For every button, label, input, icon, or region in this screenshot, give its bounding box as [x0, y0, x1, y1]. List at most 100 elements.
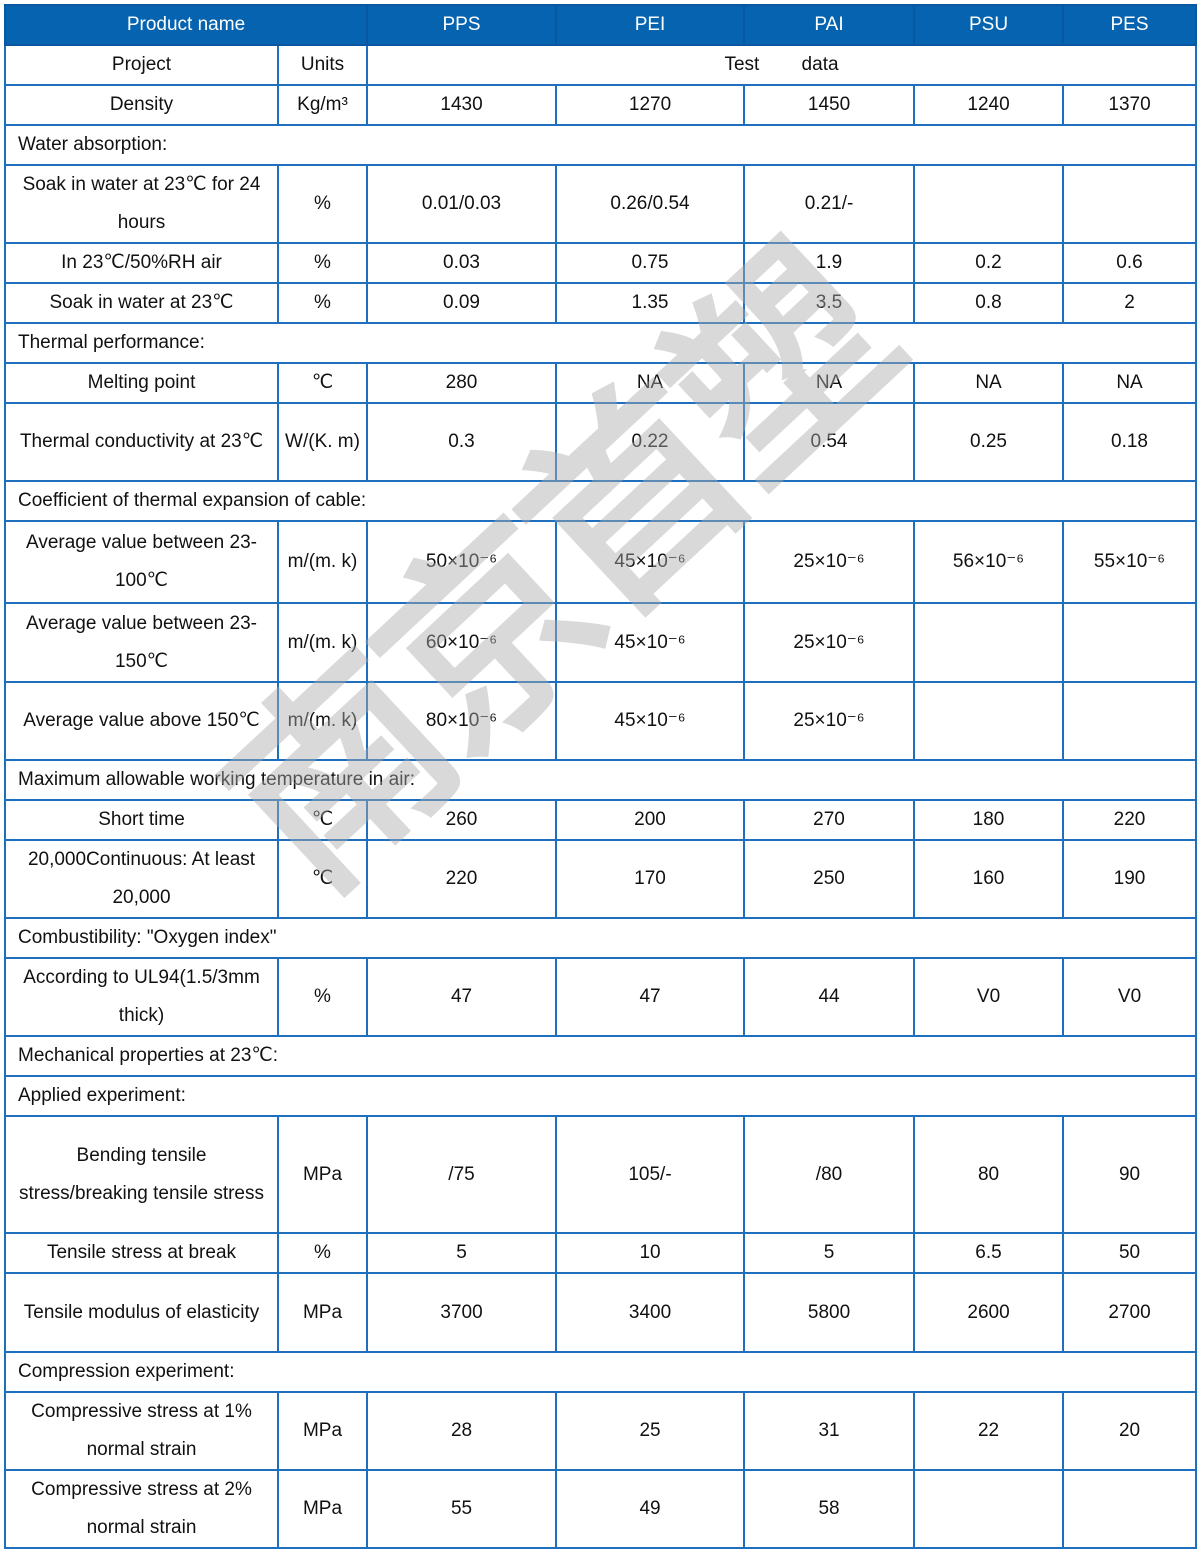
unit-cell: MPa: [276, 1115, 369, 1234]
value-cell-pes: 190: [1062, 839, 1198, 919]
value-cell-pai: 5800: [743, 1272, 916, 1353]
value-cell-pei: 49: [555, 1469, 746, 1549]
value-cell-pps: 50×10⁻⁶: [366, 520, 558, 604]
value-cell-pes: [1062, 681, 1198, 761]
property-label: In 23℃/50%RH air: [4, 242, 279, 284]
table-row: Tensile modulus of elasticity MPa 3700 3400…: [4, 1272, 1198, 1353]
value-cell-pei: NA: [555, 362, 746, 404]
property-label: Thermal conductivity at 23℃: [4, 402, 279, 482]
section-title: Thermal performance:: [3, 322, 1198, 364]
property-label: Compressive stress at 1% normal strain: [4, 1391, 279, 1471]
value-cell-pes: [1062, 602, 1198, 683]
table-row: Soak in water at 23℃ for 24 hours% 0.01/0…: [4, 164, 1198, 244]
section-title: Applied experiment:: [3, 1075, 1198, 1117]
value-cell-pai: 25×10⁻⁶: [743, 602, 916, 683]
unit-cell: %: [276, 1232, 369, 1274]
value-cell-pps: 47: [366, 957, 558, 1037]
value-cell-pes: 0.18: [1062, 402, 1198, 482]
value-cell-pei: 1.35: [555, 282, 746, 324]
value-cell-pei: 10: [555, 1232, 746, 1274]
value-cell-pps: 220: [366, 839, 558, 919]
value-cell-pai: 25×10⁻⁶: [743, 520, 916, 604]
value-cell-pps: 80×10⁻⁶: [366, 681, 558, 761]
value-cell-pps: 55: [366, 1469, 558, 1549]
value-cell-psu: 22: [913, 1391, 1065, 1471]
value-cell-pes: [1062, 164, 1198, 244]
section-row: Mechanical properties at 23℃:: [3, 1035, 1198, 1077]
value-cell-pes: 50: [1062, 1232, 1198, 1274]
value-cell-pps: 0.09: [366, 282, 558, 324]
value-cell-pei: 47: [555, 957, 746, 1037]
value-cell-psu: [913, 164, 1065, 244]
product-name-header: Product name: [3, 4, 369, 46]
section-title: Compression experiment:: [3, 1351, 1198, 1393]
value-cell-pps: 1430: [366, 84, 558, 126]
value-cell-psu: NA: [913, 362, 1065, 404]
value-cell-pei: 0.75: [555, 242, 746, 284]
property-label: Average value between 23-100℃: [4, 520, 279, 604]
value-cell-pes: 220: [1062, 799, 1198, 841]
table-row: Tensile stress at break% 5 10 5 6.5 50: [4, 1232, 1198, 1274]
section-row: Water absorption:: [3, 124, 1198, 166]
product-header-psu: PSU: [913, 4, 1065, 46]
value-cell-pes: NA: [1062, 362, 1198, 404]
value-cell-pai: 58: [743, 1469, 916, 1549]
product-header-pes: PES: [1062, 4, 1198, 46]
units-header: Units: [276, 44, 369, 86]
spec-table: Product name PPS PEI PAI PSU PES Project…: [3, 4, 1198, 1549]
value-cell-psu: 80: [913, 1115, 1065, 1234]
unit-cell: MPa: [276, 1272, 369, 1353]
value-cell-pei: 45×10⁻⁶: [555, 602, 746, 683]
value-cell-pes: 90: [1062, 1115, 1198, 1234]
project-header: Project: [4, 44, 279, 86]
value-cell-pes: [1062, 1469, 1198, 1549]
property-label: Soak in water at 23℃ for 24 hours: [4, 164, 279, 244]
value-cell-pes: 2700: [1062, 1272, 1198, 1353]
value-cell-pai: 5: [743, 1232, 916, 1274]
value-cell-pai: 0.54: [743, 402, 916, 482]
table-row: Bending tensile stress/breaking tensile …: [4, 1115, 1198, 1234]
value-cell-pei: 200: [555, 799, 746, 841]
table-row: Average value between 23-150℃ m/(m. k) 60×…: [4, 602, 1198, 683]
value-cell-pai: 44: [743, 957, 916, 1037]
value-cell-psu: 0.25: [913, 402, 1065, 482]
value-cell-psu: 2600: [913, 1272, 1065, 1353]
section-title: Coefficient of thermal expansion of cabl…: [3, 480, 1198, 522]
table-row: Soak in water at 23℃% 0.09 1.35 3.5 0.8 2: [4, 282, 1198, 324]
section-row: Thermal performance:: [3, 322, 1198, 364]
value-cell-pai: /80: [743, 1115, 916, 1234]
value-cell-psu: [913, 681, 1065, 761]
value-cell-pes: 2: [1062, 282, 1198, 324]
table-row: Short time ℃ 260 200 270 180 220: [4, 799, 1198, 841]
value-cell-pei: 170: [555, 839, 746, 919]
table-row: Average value between 23-100℃ m/(m. k) 50×…: [4, 520, 1198, 604]
unit-cell: m/(m. k): [276, 520, 369, 604]
unit-cell: ℃: [276, 839, 369, 919]
value-cell-pps: 28: [366, 1391, 558, 1471]
value-cell-pps: 260: [366, 799, 558, 841]
value-cell-pes: 0.6: [1062, 242, 1198, 284]
unit-cell: ℃: [276, 362, 369, 404]
value-cell-pei: 105/-: [555, 1115, 746, 1234]
section-row: Maximum allowable working temperature in…: [3, 759, 1198, 801]
value-cell-pps: 0.03: [366, 242, 558, 284]
unit-cell: %: [276, 957, 369, 1037]
unit-cell: MPa: [276, 1391, 369, 1471]
property-label: Melting point: [4, 362, 279, 404]
unit-cell: m/(m. k): [276, 681, 369, 761]
unit-cell: %: [276, 164, 369, 244]
value-cell-pei: 3400: [555, 1272, 746, 1353]
value-cell-pai: 3.5: [743, 282, 916, 324]
unit-cell: MPa: [276, 1469, 369, 1549]
unit-cell: W/(K. m): [276, 402, 369, 482]
property-label: Short time: [4, 799, 279, 841]
property-label: 20,000Continuous: At least 20,000: [4, 839, 279, 919]
value-cell-pei: 0.22: [555, 402, 746, 482]
value-cell-pai: 25×10⁻⁶: [743, 681, 916, 761]
value-cell-psu: 160: [913, 839, 1065, 919]
table-row: Compressive stress at 1% normal strain MP…: [4, 1391, 1198, 1471]
value-cell-pei: 25: [555, 1391, 746, 1471]
value-cell-pes: 55×10⁻⁶: [1062, 520, 1198, 604]
value-cell-pps: 0.01/0.03: [366, 164, 558, 244]
property-label: Average value between 23-150℃: [4, 602, 279, 683]
